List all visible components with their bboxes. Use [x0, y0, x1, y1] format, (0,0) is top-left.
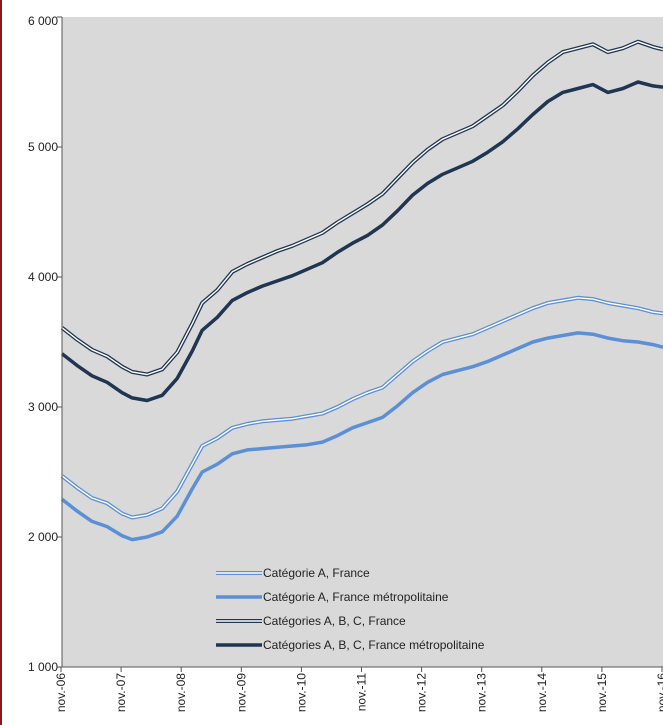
left-border-rule: [0, 0, 2, 725]
y-tick-label: 5 000: [28, 140, 58, 154]
x-axis-ticks: nov.-06 nov.-07 nov.-08 nov.-09 nov.-10 nov.-…: [54, 667, 663, 712]
series-line-2-stroke: [60, 331, 663, 542]
legend-item: Catégorie A, France métropolitaine: [216, 590, 449, 604]
x-tick-label: nov.-11: [355, 673, 369, 712]
y-tick-label: 2 000: [28, 530, 58, 544]
x-tick-label: nov.-08: [174, 673, 188, 712]
series-line-3-inner: [61, 41, 663, 376]
legend-label: Catégories A, B, C, France: [263, 614, 406, 628]
legend-item: Catégorie A, France: [216, 566, 370, 580]
legend-label: Catégories A, B, C, France métropolitain…: [263, 638, 485, 652]
series-line-4: [60, 80, 663, 403]
legend: Catégorie A, France Catégorie A, France m…: [216, 566, 485, 652]
x-tick-label: nov.-07: [114, 673, 128, 712]
series-line-2: [60, 331, 663, 542]
y-tick-label: 1 000: [28, 660, 58, 674]
x-tick-label: nov.-06: [54, 673, 68, 712]
x-tick-label: nov.-15: [595, 673, 609, 712]
series-line-1: [60, 295, 663, 520]
series-line-3: [60, 39, 663, 377]
x-tick-label: nov.-12: [415, 673, 429, 712]
legend-label: Catégorie A, France métropolitaine: [263, 590, 449, 604]
series-layer: [60, 39, 663, 542]
x-tick-label: nov.-10: [294, 673, 308, 712]
y-tick-label: 3 000: [28, 400, 58, 414]
series-line-4-stroke: [60, 80, 663, 403]
series-line-1-inner: [61, 297, 663, 519]
y-tick-label: 6 000: [28, 14, 58, 28]
y-axis-ticks: 1 000 2 000 3 000 4 000 5 000 6 000: [28, 14, 62, 674]
legend-item: Catégories A, B, C, France: [216, 614, 406, 628]
x-tick-label: nov.-09: [234, 673, 248, 712]
legend-item: Catégories A, B, C, France métropolitain…: [216, 638, 485, 652]
plot-area: [62, 17, 663, 667]
x-tick-label: nov.-16: [655, 673, 663, 712]
x-tick-label: nov.-14: [535, 673, 549, 712]
legend-label: Catégorie A, France: [263, 566, 370, 580]
x-tick-label: nov.-13: [475, 673, 489, 712]
y-tick-label: 4 000: [28, 270, 58, 284]
